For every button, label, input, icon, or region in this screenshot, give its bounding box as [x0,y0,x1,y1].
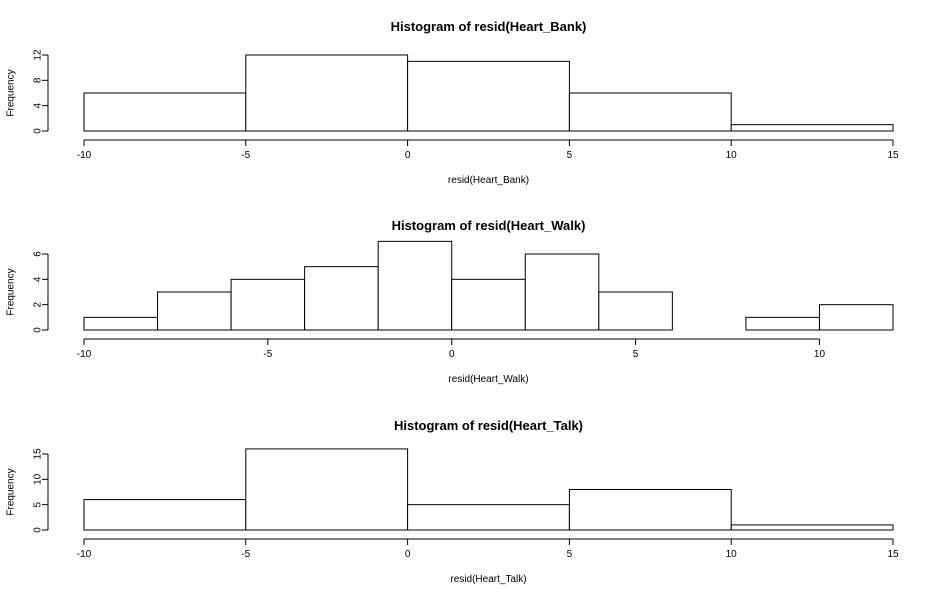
histogram-bar [524,253,600,331]
x-tick-label: 0 [449,349,455,360]
y-tick-label: 0 [33,527,44,533]
x-tick-label: 10 [814,349,826,360]
y-tick-label: 10 [33,473,44,485]
histogram-panel-1: Histogram of resid(Heart_Bank) -10 -5 0 5 10 1… [6,19,899,186]
y-axis-label: Frequency [6,468,17,515]
chart-title: Histogram of resid(Heart_Bank) [391,19,587,34]
x-axis-label: resid(Heart_Bank) [448,175,529,186]
histogram-bar [730,524,894,531]
x-tick-label: -5 [263,349,272,360]
x-axis-label: resid(Heart_Talk) [450,574,526,585]
x-tick-label: 5 [567,150,573,161]
y-tick-label: 4 [33,276,44,282]
y-tick-label: 5 [33,501,44,507]
x-tick-label: -10 [77,349,92,360]
y-tick-label: 15 [33,448,44,460]
y-tick-label: 0 [33,128,44,134]
histogram-panel-2: Histogram of resid(Heart_Walk) -10 -5 0 5 10 r… [6,218,894,385]
histogram-bar [568,92,732,132]
x-tick-label: 0 [405,549,411,560]
x-tick-label: -10 [77,150,92,161]
histogram-bar [407,60,570,132]
chart-title: Histogram of resid(Heart_Walk) [392,218,586,233]
histogram-bar [730,124,894,132]
histogram-bar [245,448,409,531]
histogram-bar [83,499,247,531]
x-tick-label: 10 [726,549,738,560]
histogram-bar [245,54,409,132]
x-tick-label: -5 [241,549,250,560]
histogram-bar [745,316,820,331]
x-axis-label: resid(Heart_Walk) [448,374,528,385]
histogram-bar [568,488,732,531]
histogram-bar [377,240,453,331]
y-tick-label: 0 [33,327,44,333]
y-tick-label: 6 [33,251,44,257]
x-tick-label: 10 [726,150,738,161]
histogram-bar [83,92,247,132]
histogram-bar [157,291,232,331]
x-tick-label: 5 [633,349,639,360]
chart-title: Histogram of resid(Heart_Talk) [394,418,583,433]
x-tick-label: 15 [887,150,899,161]
histogram-bar [304,266,379,331]
histogram-bar [818,304,894,331]
y-tick-label: 8 [33,77,44,83]
histogram-bar [407,504,570,531]
x-tick-label: 15 [887,549,899,560]
y-tick-label: 4 [33,102,44,108]
y-tick-label: 12 [33,49,44,61]
x-tick-label: 5 [567,549,573,560]
histogram-panel-3: Histogram of resid(Heart_Talk) -10 -5 0 5 10 1… [6,418,899,585]
histogram-bar [598,291,673,331]
histogram-bar [83,316,159,331]
x-tick-label: -10 [77,549,92,560]
y-axis-label: Frequency [6,69,17,116]
y-axis-label: Frequency [6,268,17,315]
x-tick-label: 0 [405,150,411,161]
histogram-bar [230,278,306,331]
y-tick-label: 2 [33,301,44,307]
histogram-bar [451,278,526,331]
x-tick-label: -5 [241,150,250,161]
